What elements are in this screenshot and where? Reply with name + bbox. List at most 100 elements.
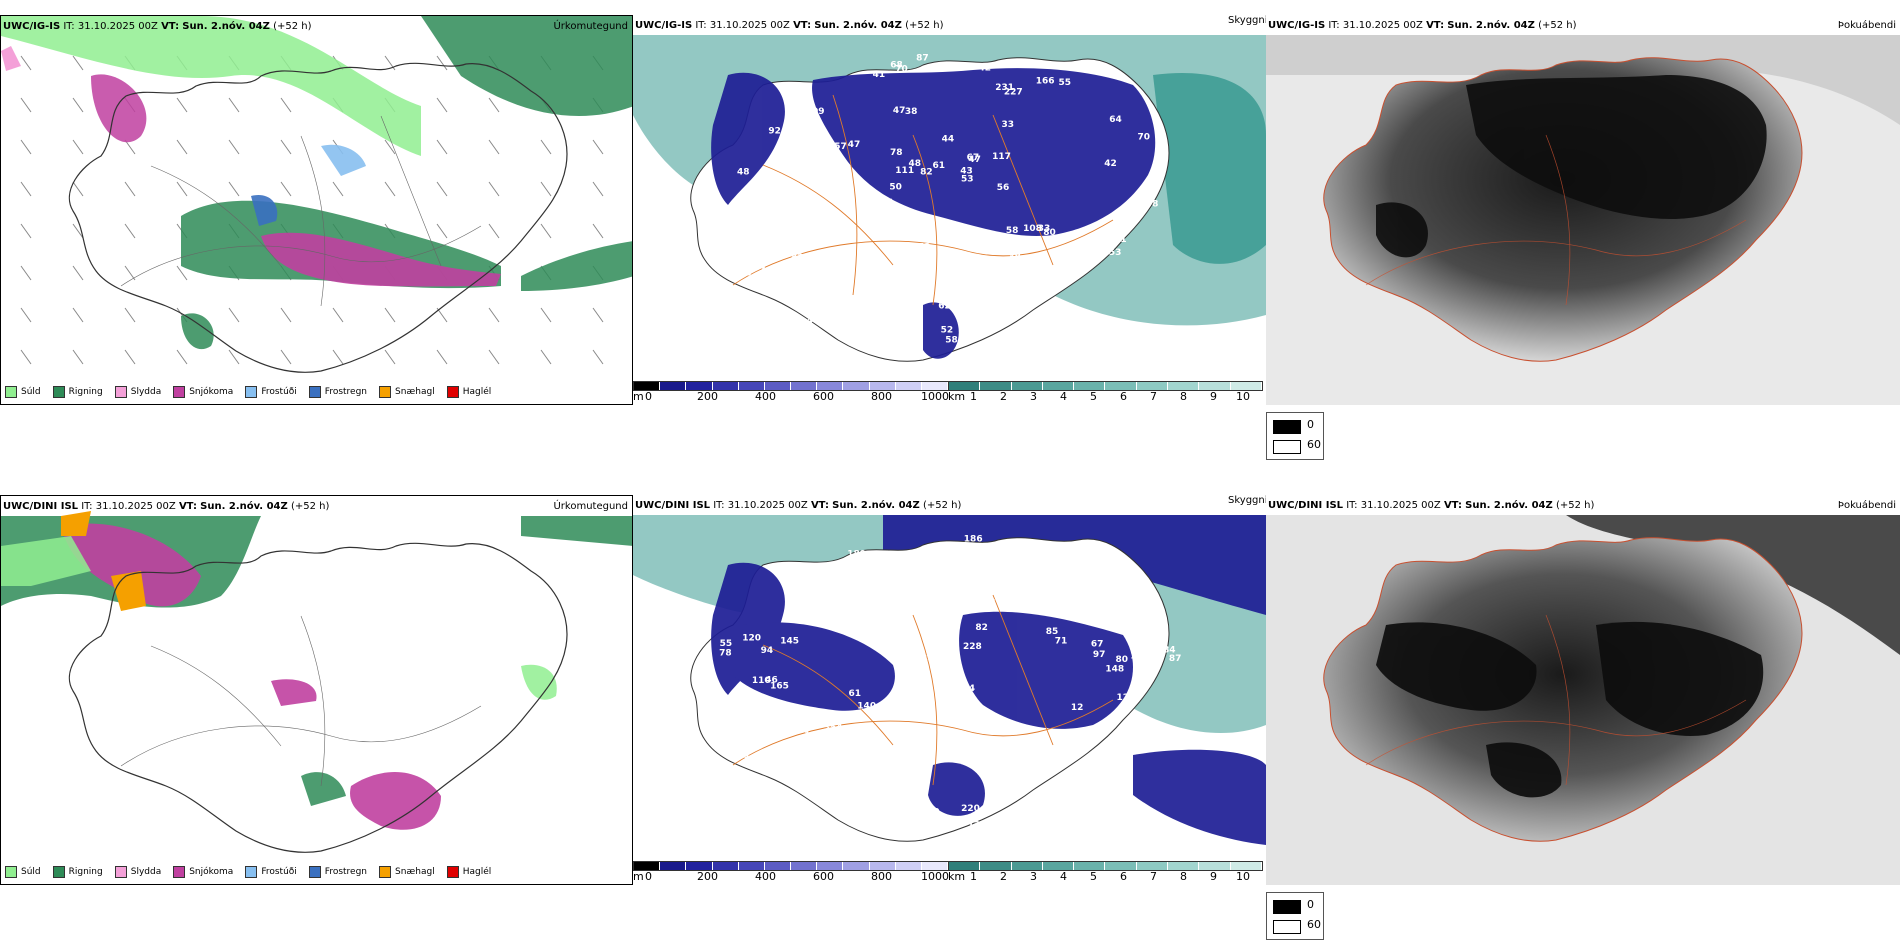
legend-label: Slydda xyxy=(130,387,162,397)
visibility-value-label: 71 xyxy=(896,253,909,263)
visibility-value-label: 119 xyxy=(804,731,823,741)
vt-value: Sun. 2.nóv. 04Z xyxy=(814,20,902,31)
visibility-value-label: 47 xyxy=(848,140,861,150)
visibility-value-label: 96 xyxy=(1049,605,1062,615)
visibility-value-label: 172 xyxy=(1039,265,1058,275)
visibility-value-label: 42 xyxy=(1104,159,1117,169)
wind-barb xyxy=(592,139,604,155)
visibility-value-label: 96 xyxy=(1105,774,1118,784)
visibility-value-label: 74 xyxy=(895,567,908,577)
visibility-value-label: 22 xyxy=(900,604,913,614)
legend-label: Frostregn xyxy=(324,867,368,877)
wind-barb xyxy=(228,97,240,113)
vis-tick: 2 xyxy=(1000,870,1007,883)
roads xyxy=(732,94,1114,306)
wind-barb xyxy=(176,181,188,197)
visibility-value-label: 85 xyxy=(883,646,896,656)
visibility-value-label: 70 xyxy=(895,65,908,75)
it-value: 31.10.2025 00Z xyxy=(1342,20,1423,31)
precip-header: UWC/DINI ISL IT: 31.10.2025 00Z VT: Sun.… xyxy=(3,501,628,515)
visibility-value-label: 38 xyxy=(1008,252,1021,262)
it-value: 31.10.2025 00Z xyxy=(95,501,176,512)
legend-label: Súld xyxy=(21,867,41,877)
lead-time: (+52 h) xyxy=(1555,500,1595,511)
visibility-value-label: 40 xyxy=(807,316,820,326)
low-visibility-areas xyxy=(711,68,1156,359)
wind-barb xyxy=(540,139,552,155)
vt-label: VT: xyxy=(793,20,812,31)
visibility-value-label: 64 xyxy=(1109,115,1122,125)
height-tick: 1000 xyxy=(921,390,949,403)
wind-barb xyxy=(488,349,500,365)
wind-barb xyxy=(384,307,396,323)
vis-tick: 5 xyxy=(1090,390,1097,403)
colorbar-swatch xyxy=(686,382,713,390)
precip-map xyxy=(1,496,632,884)
wind-barb xyxy=(436,349,448,365)
swatch-frostudi xyxy=(245,866,258,878)
wind-barb xyxy=(280,349,292,365)
colorbar-swatch xyxy=(712,862,739,870)
visibility-value-label: 78 xyxy=(1146,199,1159,209)
visibility-value-label: 109 xyxy=(806,107,825,117)
visibility-value-label: 72 xyxy=(805,758,818,768)
legend-item-suld: Súld xyxy=(5,866,41,878)
visibility-value-label: 85 xyxy=(931,650,944,660)
it-label: IT: xyxy=(695,20,707,31)
swatch-suld xyxy=(5,386,17,398)
colorbar-swatch xyxy=(791,382,818,390)
model-name: UWC/IG-IS xyxy=(3,21,61,32)
visibility-value-label: 94 xyxy=(1097,778,1110,788)
vis-tick: 6 xyxy=(1120,390,1127,403)
height-tick: 400 xyxy=(755,870,776,883)
swatch-rigning xyxy=(52,866,65,878)
visibility-value-label: 186 xyxy=(964,535,983,545)
fog-label-dark: 0 xyxy=(1307,898,1314,911)
swatch-snaehagl xyxy=(379,386,392,398)
visibility-value-label: 67 xyxy=(967,153,980,163)
wind-barb xyxy=(436,55,448,71)
wind-barb xyxy=(20,139,32,155)
visibility-value-label: 140 xyxy=(857,702,876,712)
colorbar-swatch xyxy=(764,862,792,870)
vis-tick: 8 xyxy=(1180,390,1187,403)
visibility-value-label: 41 xyxy=(873,70,886,80)
visibility-value-label: 95 xyxy=(1016,757,1029,767)
vis-tick: 9 xyxy=(1210,870,1217,883)
legend-item-snjokoma: Snjókoma xyxy=(173,866,233,878)
colorbar-swatch xyxy=(764,382,792,390)
wind-barb xyxy=(72,349,84,365)
visibility-value-label: 353 xyxy=(1103,248,1122,258)
visibility-map: 1808753434610612912613318961123137216711… xyxy=(633,515,1266,845)
swatch-frostregn xyxy=(308,866,321,878)
wind-barb xyxy=(124,349,136,365)
wind-barb xyxy=(488,139,500,155)
wind-barb xyxy=(72,223,84,239)
visibility-value-label: 48 xyxy=(737,167,750,177)
legend-label: Haglél xyxy=(462,867,492,877)
roads xyxy=(120,615,482,787)
fog-map xyxy=(1266,35,1900,405)
visibility-value-label: 58 xyxy=(1006,226,1019,236)
vis-tick: 10 xyxy=(1236,870,1250,883)
wind-barb xyxy=(280,307,292,323)
height-colorbar-swatches xyxy=(633,861,949,871)
it-label: IT: xyxy=(713,500,725,511)
wind-barb xyxy=(592,181,604,197)
visibility-value-label: 129 xyxy=(731,694,750,704)
visibility-value-label: 80 xyxy=(1043,228,1056,238)
height-tick: 600 xyxy=(813,870,834,883)
wind-barb xyxy=(488,307,500,323)
visibility-value-label: 99 xyxy=(786,574,799,584)
visibility-value-label: 38 xyxy=(905,107,918,117)
wind-barb xyxy=(332,181,344,197)
colorbar-swatch xyxy=(686,862,713,870)
fog-map xyxy=(1266,515,1900,885)
lead-time: (+52 h) xyxy=(290,501,330,512)
fog-swatch-dark xyxy=(1273,420,1301,434)
visibility-value-label: 43 xyxy=(962,702,975,712)
legend-label: Frostúði xyxy=(261,387,297,397)
visibility-value-label: 73 xyxy=(1048,598,1061,608)
visibility-value-label: 52 xyxy=(941,326,954,336)
wind-barb xyxy=(280,139,292,155)
